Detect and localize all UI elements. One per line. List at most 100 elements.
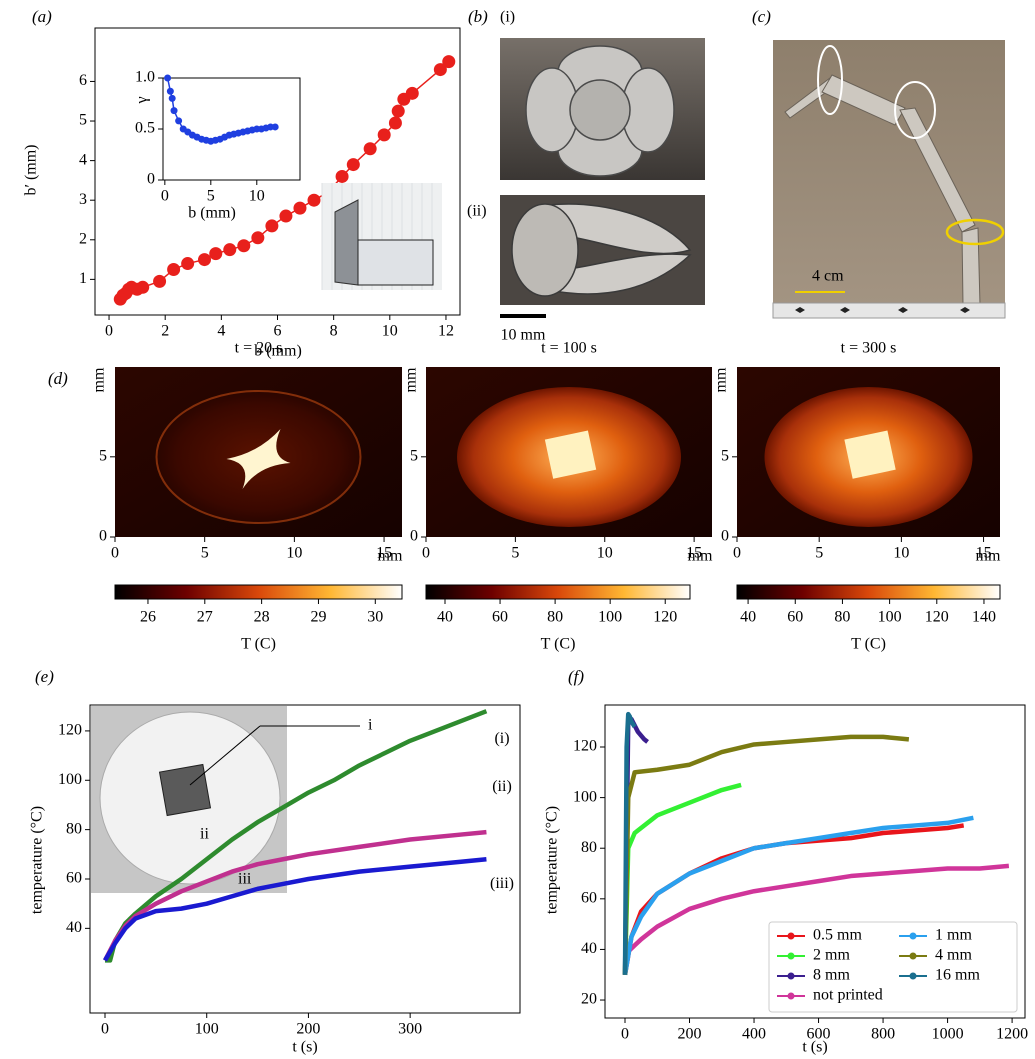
- x-tick-label: 10: [249, 188, 265, 205]
- y-tick-label: 100: [58, 771, 82, 788]
- colorbar-tick-label: 40: [740, 609, 756, 626]
- data-point: [308, 194, 321, 207]
- y-tick-label: 5: [721, 447, 729, 464]
- x-tick-label: 10: [597, 545, 613, 562]
- x-tick-label: 200: [296, 1021, 320, 1038]
- y-tick-label: 120: [58, 722, 82, 739]
- data-point: [347, 158, 360, 171]
- x-tick-label: 400: [742, 1026, 766, 1043]
- data-point: [223, 243, 236, 256]
- y-tick-label: 4: [79, 151, 87, 168]
- panel-label: (d): [48, 369, 68, 388]
- legend-marker: [788, 993, 795, 1000]
- x-axis-label: mm: [378, 548, 403, 565]
- data-point: [164, 75, 171, 82]
- data-point: [136, 281, 149, 294]
- sub-label: (ii): [467, 203, 487, 220]
- data-point: [209, 247, 222, 260]
- legend-marker: [910, 953, 917, 960]
- x-tick-label: 4: [217, 323, 225, 340]
- x-tick-label: 200: [678, 1026, 702, 1043]
- data-point: [181, 257, 194, 270]
- y-tick-label: 20: [581, 991, 597, 1008]
- data-point: [442, 55, 455, 68]
- heatmap-title: t = 300 s: [841, 340, 897, 357]
- ruler: [773, 303, 1005, 318]
- panel-label: (a): [32, 7, 52, 26]
- x-axis-label: mm: [688, 548, 713, 565]
- panel-label: (e): [35, 667, 54, 686]
- legend-label: 8 mm: [813, 967, 850, 984]
- y-axis-label: temperature (°C): [544, 806, 561, 914]
- data-point: [167, 88, 174, 95]
- colorbar-tick-label: 26: [140, 609, 156, 626]
- x-tick-label: 10: [893, 545, 909, 562]
- inset-photo: [91, 706, 360, 893]
- legend-marker: [788, 953, 795, 960]
- data-point: [175, 117, 182, 124]
- inset-label: ii: [200, 826, 209, 843]
- data-point: [364, 142, 377, 155]
- panel-label: (c): [752, 7, 771, 26]
- x-tick-label: 0: [733, 545, 741, 562]
- colorbar-tick-label: 60: [787, 609, 803, 626]
- y-axis-label: mm: [713, 367, 730, 392]
- x-tick-label: 0: [101, 1021, 109, 1038]
- x-tick-label: 300: [398, 1021, 422, 1038]
- sub-label: (i): [500, 9, 515, 26]
- legend-marker: [910, 973, 917, 980]
- heatmap-title: t = 100 s: [541, 340, 597, 357]
- panel-label: (f): [568, 667, 584, 686]
- colorbar: [426, 585, 690, 599]
- legend-marker: [788, 933, 795, 940]
- y-tick-label: 3: [79, 191, 87, 208]
- scale-text: 4 cm: [812, 268, 844, 285]
- y-tick-label: 60: [581, 889, 597, 906]
- heatmap-image: [737, 367, 1000, 537]
- colorbar: [737, 585, 1000, 599]
- legend-label: 0.5 mm: [813, 927, 862, 944]
- data-point: [171, 107, 178, 114]
- legend-label: 1 mm: [935, 927, 972, 944]
- x-axis-label: t (s): [292, 1039, 317, 1056]
- heatmap-image: [115, 367, 402, 537]
- series-label: (ii): [492, 778, 512, 795]
- y-tick-label: 6: [79, 72, 87, 89]
- x-tick-label: 5: [207, 188, 215, 205]
- legend-marker: [910, 933, 917, 940]
- legend-label: not printed: [813, 987, 883, 1004]
- series-label: (i): [494, 730, 509, 747]
- colorbar-tick-label: 100: [878, 609, 902, 626]
- y-tick-label: 5: [410, 447, 418, 464]
- legend-label: 4 mm: [935, 947, 972, 964]
- legend-marker: [788, 973, 795, 980]
- x-tick-label: 800: [871, 1026, 895, 1043]
- x-axis-label: t (s): [802, 1039, 827, 1056]
- x-tick-label: 100: [195, 1021, 219, 1038]
- data-point: [293, 202, 306, 215]
- y-tick-label: 5: [79, 112, 87, 129]
- y-tick-label: 60: [66, 870, 82, 887]
- colorbar-tick-label: 28: [254, 609, 270, 626]
- colorbar-label: T (C): [241, 636, 276, 653]
- inset-photo: [322, 183, 442, 290]
- y-axis-label: b′ (mm): [23, 144, 40, 195]
- y-tick-label: 80: [581, 839, 597, 856]
- y-axis-label: temperature (°C): [29, 806, 46, 914]
- x-tick-label: 10: [382, 323, 398, 340]
- y-tick-label: 5: [99, 447, 107, 464]
- data-point: [153, 275, 166, 288]
- y-axis-label: mm: [91, 367, 108, 392]
- colorbar-tick-label: 100: [598, 609, 622, 626]
- legend-label: 2 mm: [813, 947, 850, 964]
- y-tick-label: 80: [66, 820, 82, 837]
- x-tick-label: 5: [201, 545, 209, 562]
- data-point: [279, 210, 292, 223]
- y-tick-label: 1: [79, 270, 87, 287]
- data-point: [169, 95, 176, 102]
- data-point: [336, 170, 349, 183]
- photo-object: [358, 240, 433, 285]
- y-tick-label: 0: [147, 171, 155, 188]
- colorbar-tick-label: 80: [834, 609, 850, 626]
- colorbar-tick-label: 40: [437, 609, 453, 626]
